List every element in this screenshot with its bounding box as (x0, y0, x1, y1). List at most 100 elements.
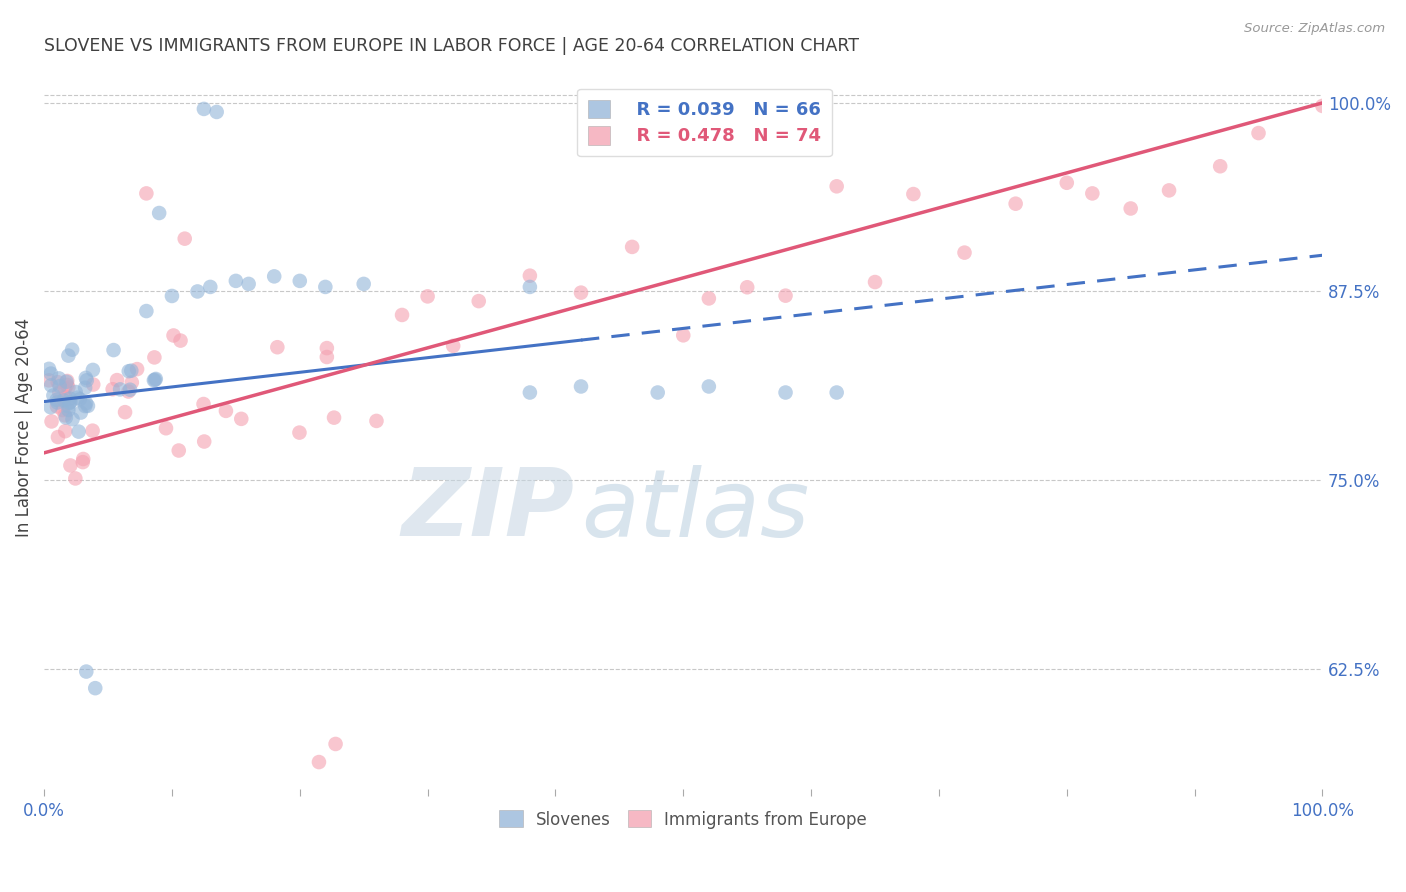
Point (238, 277, 260, 291)
Point (173, 232, 195, 246)
Point (56, 374, 79, 388)
Point (391, 308, 413, 322)
Point (76, 373, 98, 387)
Point (53, 381, 76, 395)
Point (77, 399, 100, 413)
Point (825, 179, 848, 194)
Point (105, 373, 128, 387)
Point (82, 363, 104, 377)
Point (103, 343, 125, 357)
Point (117, 384, 139, 399)
Point (121, 376, 143, 390)
Legend: Slovenes, Immigrants from Europe: Slovenes, Immigrants from Europe (492, 804, 873, 835)
Point (38, 361, 60, 376)
Point (315, 350, 337, 364)
Point (62, 412, 84, 426)
Point (48, 385, 70, 400)
Point (48, 379, 70, 393)
Point (441, 339, 464, 353)
Point (41, 414, 63, 428)
Point (60, 343, 83, 357)
Point (135, 304, 157, 318)
Point (1209, 159, 1232, 173)
Point (118, 364, 141, 378)
Point (353, 277, 375, 291)
Point (143, 351, 166, 365)
Point (65, 471, 87, 485)
Point (53, 409, 76, 423)
Point (366, 414, 388, 428)
Point (315, 341, 337, 355)
Point (1004, 196, 1026, 211)
Point (672, 328, 695, 343)
Point (75, 371, 97, 385)
Point (46, 375, 69, 389)
Point (143, 373, 166, 387)
Point (1056, 176, 1078, 190)
Point (308, 755, 330, 769)
Point (167, 443, 190, 458)
Point (82, 377, 104, 392)
Text: SLOVENE VS IMMIGRANTS FROM EUROPE IN LABOR FORCE | AGE 20-64 CORRELATION CHART: SLOVENE VS IMMIGRANTS FROM EUROPE IN LAB… (44, 37, 859, 55)
Point (1157, 183, 1180, 197)
Point (569, 285, 592, 300)
Point (39, 378, 62, 392)
Point (231, 412, 253, 426)
Point (59, 395, 82, 409)
Point (1247, 126, 1270, 140)
Point (52, 403, 75, 417)
Point (53, 390, 76, 404)
Point (468, 294, 491, 309)
Point (58, 403, 80, 417)
Point (1081, 186, 1104, 201)
Point (735, 280, 758, 294)
Point (323, 410, 346, 425)
Point (825, 385, 848, 400)
Point (160, 289, 183, 303)
Text: atlas: atlas (581, 465, 810, 556)
Point (75, 665, 97, 679)
Point (288, 425, 311, 440)
Point (108, 383, 131, 397)
Point (42, 388, 65, 402)
Point (519, 385, 541, 400)
Point (72, 455, 94, 469)
Point (697, 292, 720, 306)
Point (52, 393, 75, 408)
Point (82, 424, 104, 438)
Point (215, 404, 238, 418)
Point (58, 400, 80, 414)
Point (142, 373, 165, 387)
Point (169, 334, 191, 348)
Point (38, 373, 60, 387)
Point (48, 371, 70, 385)
Point (69, 392, 91, 407)
Point (186, 285, 208, 299)
Point (72, 452, 94, 467)
Point (84, 681, 107, 695)
Point (621, 240, 644, 254)
Point (59, 392, 82, 406)
Point (127, 362, 149, 376)
Point (697, 379, 720, 393)
Point (325, 737, 347, 751)
Point (53, 424, 76, 438)
Point (59, 458, 82, 473)
Text: ZIP: ZIP (402, 465, 575, 557)
Point (75, 381, 97, 395)
Point (200, 280, 222, 294)
Point (118, 383, 141, 397)
Point (135, 186, 157, 201)
Point (569, 379, 592, 393)
Point (67, 425, 90, 439)
Point (155, 421, 177, 435)
Point (162, 328, 184, 343)
Point (519, 268, 541, 283)
Point (46, 430, 69, 444)
Point (45, 392, 67, 407)
Point (193, 434, 215, 449)
Point (39, 401, 62, 415)
Point (56, 378, 79, 392)
Point (263, 269, 285, 284)
Point (46, 400, 69, 414)
